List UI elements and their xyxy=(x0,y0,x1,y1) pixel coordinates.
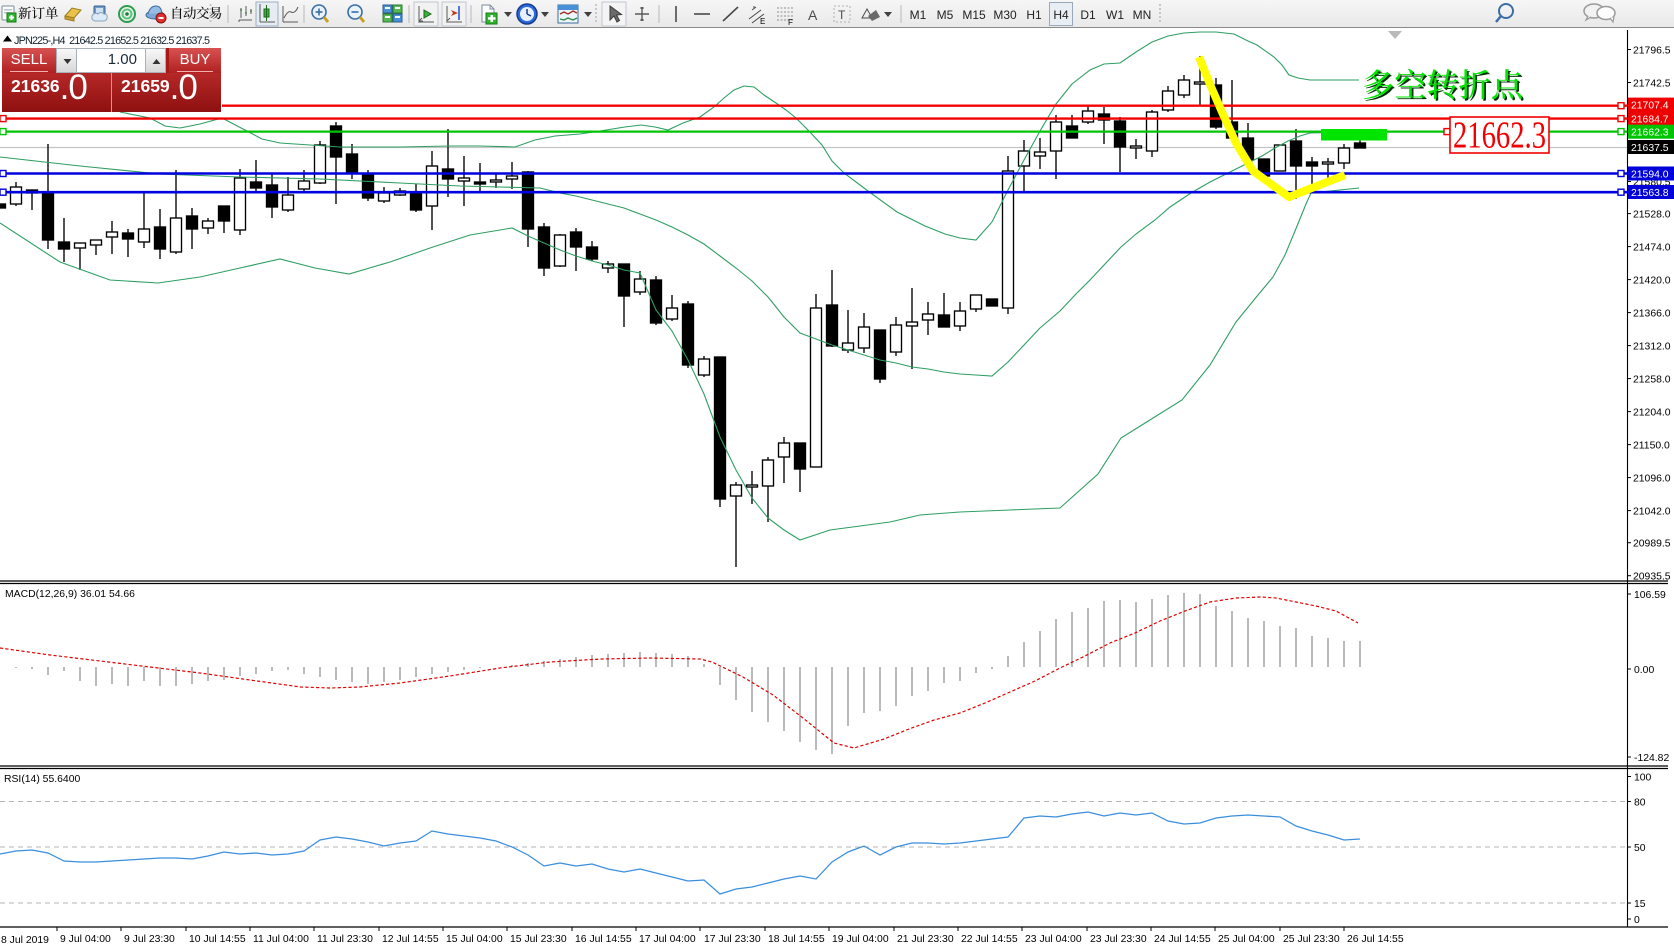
svg-text:100: 100 xyxy=(1634,773,1652,784)
svg-text:21637.5: 21637.5 xyxy=(1631,143,1669,154)
svg-text:12 Jul 14:55: 12 Jul 14:55 xyxy=(382,934,439,945)
svg-text:0.00: 0.00 xyxy=(1634,665,1654,676)
svg-text:23 Jul 23:30: 23 Jul 23:30 xyxy=(1090,934,1147,945)
svg-text:21580.5: 21580.5 xyxy=(1633,177,1671,188)
svg-text:21662.3: 21662.3 xyxy=(1453,115,1546,157)
svg-text:16 Jul 14:55: 16 Jul 14:55 xyxy=(575,934,632,945)
svg-text:25 Jul 23:30: 25 Jul 23:30 xyxy=(1283,934,1340,945)
svg-text:106.59: 106.59 xyxy=(1634,590,1666,601)
svg-text:21150.0: 21150.0 xyxy=(1633,440,1670,451)
svg-text:20989.5: 20989.5 xyxy=(1633,539,1671,550)
svg-text:21796.5: 21796.5 xyxy=(1633,45,1671,56)
svg-text:23 Jul 04:00: 23 Jul 04:00 xyxy=(1025,934,1082,945)
svg-text:A: A xyxy=(808,7,818,23)
svg-text:8 Jul 2019: 8 Jul 2019 xyxy=(1,935,49,946)
svg-text:22 Jul 14:55: 22 Jul 14:55 xyxy=(961,934,1018,945)
svg-text:9 Jul 04:00: 9 Jul 04:00 xyxy=(60,934,111,945)
svg-text:21684.7: 21684.7 xyxy=(1631,114,1669,125)
svg-text:21563.8: 21563.8 xyxy=(1631,188,1669,199)
svg-text:21662.3: 21662.3 xyxy=(1631,128,1669,139)
svg-text:21707.4: 21707.4 xyxy=(1631,101,1669,112)
svg-text:21420.0: 21420.0 xyxy=(1633,275,1671,286)
svg-text:15: 15 xyxy=(1634,899,1646,910)
svg-text:11 Jul 04:00: 11 Jul 04:00 xyxy=(253,934,309,945)
svg-text:18 Jul 14:55: 18 Jul 14:55 xyxy=(768,934,825,945)
svg-text:21096.0: 21096.0 xyxy=(1633,473,1671,484)
svg-text:T: T xyxy=(838,8,846,22)
svg-text:21528.0: 21528.0 xyxy=(1633,209,1671,220)
svg-text:19 Jul 04:00: 19 Jul 04:00 xyxy=(832,934,889,945)
svg-text:10 Jul 14:55: 10 Jul 14:55 xyxy=(189,934,246,945)
svg-text:9 Jul 23:30: 9 Jul 23:30 xyxy=(124,934,175,945)
svg-text:21258.0: 21258.0 xyxy=(1633,374,1671,385)
svg-text:20935.5: 20935.5 xyxy=(1633,572,1671,583)
svg-text:F: F xyxy=(788,18,793,27)
svg-text:21 Jul 23:30: 21 Jul 23:30 xyxy=(897,934,954,945)
svg-text:17 Jul 04:00: 17 Jul 04:00 xyxy=(639,934,696,945)
svg-text:50: 50 xyxy=(1634,843,1646,854)
svg-text:21042.0: 21042.0 xyxy=(1633,506,1671,517)
svg-text:15 Jul 04:00: 15 Jul 04:00 xyxy=(446,934,503,945)
svg-text:21474.0: 21474.0 xyxy=(1633,242,1671,253)
svg-text:21594.0: 21594.0 xyxy=(1631,170,1669,181)
svg-text:21366.0: 21366.0 xyxy=(1633,308,1671,319)
svg-text:0: 0 xyxy=(1634,915,1640,926)
svg-text:17 Jul 23:30: 17 Jul 23:30 xyxy=(704,934,761,945)
svg-text:26 Jul 14:55: 26 Jul 14:55 xyxy=(1347,934,1404,945)
svg-text:25 Jul 04:00: 25 Jul 04:00 xyxy=(1218,934,1275,945)
svg-text:11 Jul 23:30: 11 Jul 23:30 xyxy=(317,934,373,945)
svg-text:21742.5: 21742.5 xyxy=(1633,78,1671,89)
svg-text:24 Jul 14:55: 24 Jul 14:55 xyxy=(1154,934,1211,945)
svg-text:80: 80 xyxy=(1634,798,1646,809)
svg-text:21312.0: 21312.0 xyxy=(1633,341,1671,352)
svg-text:RSI(14) 55.6400: RSI(14) 55.6400 xyxy=(4,774,80,785)
svg-text:-124.82: -124.82 xyxy=(1634,753,1669,764)
svg-text:E: E xyxy=(760,17,765,26)
svg-text:15 Jul 23:30: 15 Jul 23:30 xyxy=(510,934,567,945)
svg-text:MACD(12,26,9) 36.01 54.66: MACD(12,26,9) 36.01 54.66 xyxy=(5,589,135,600)
svg-text:JPN225-,H4 21642.5 21652.5 21: JPN225-,H4 21642.5 21652.5 21632.5 21637… xyxy=(14,35,210,47)
svg-text:21204.0: 21204.0 xyxy=(1633,407,1671,418)
